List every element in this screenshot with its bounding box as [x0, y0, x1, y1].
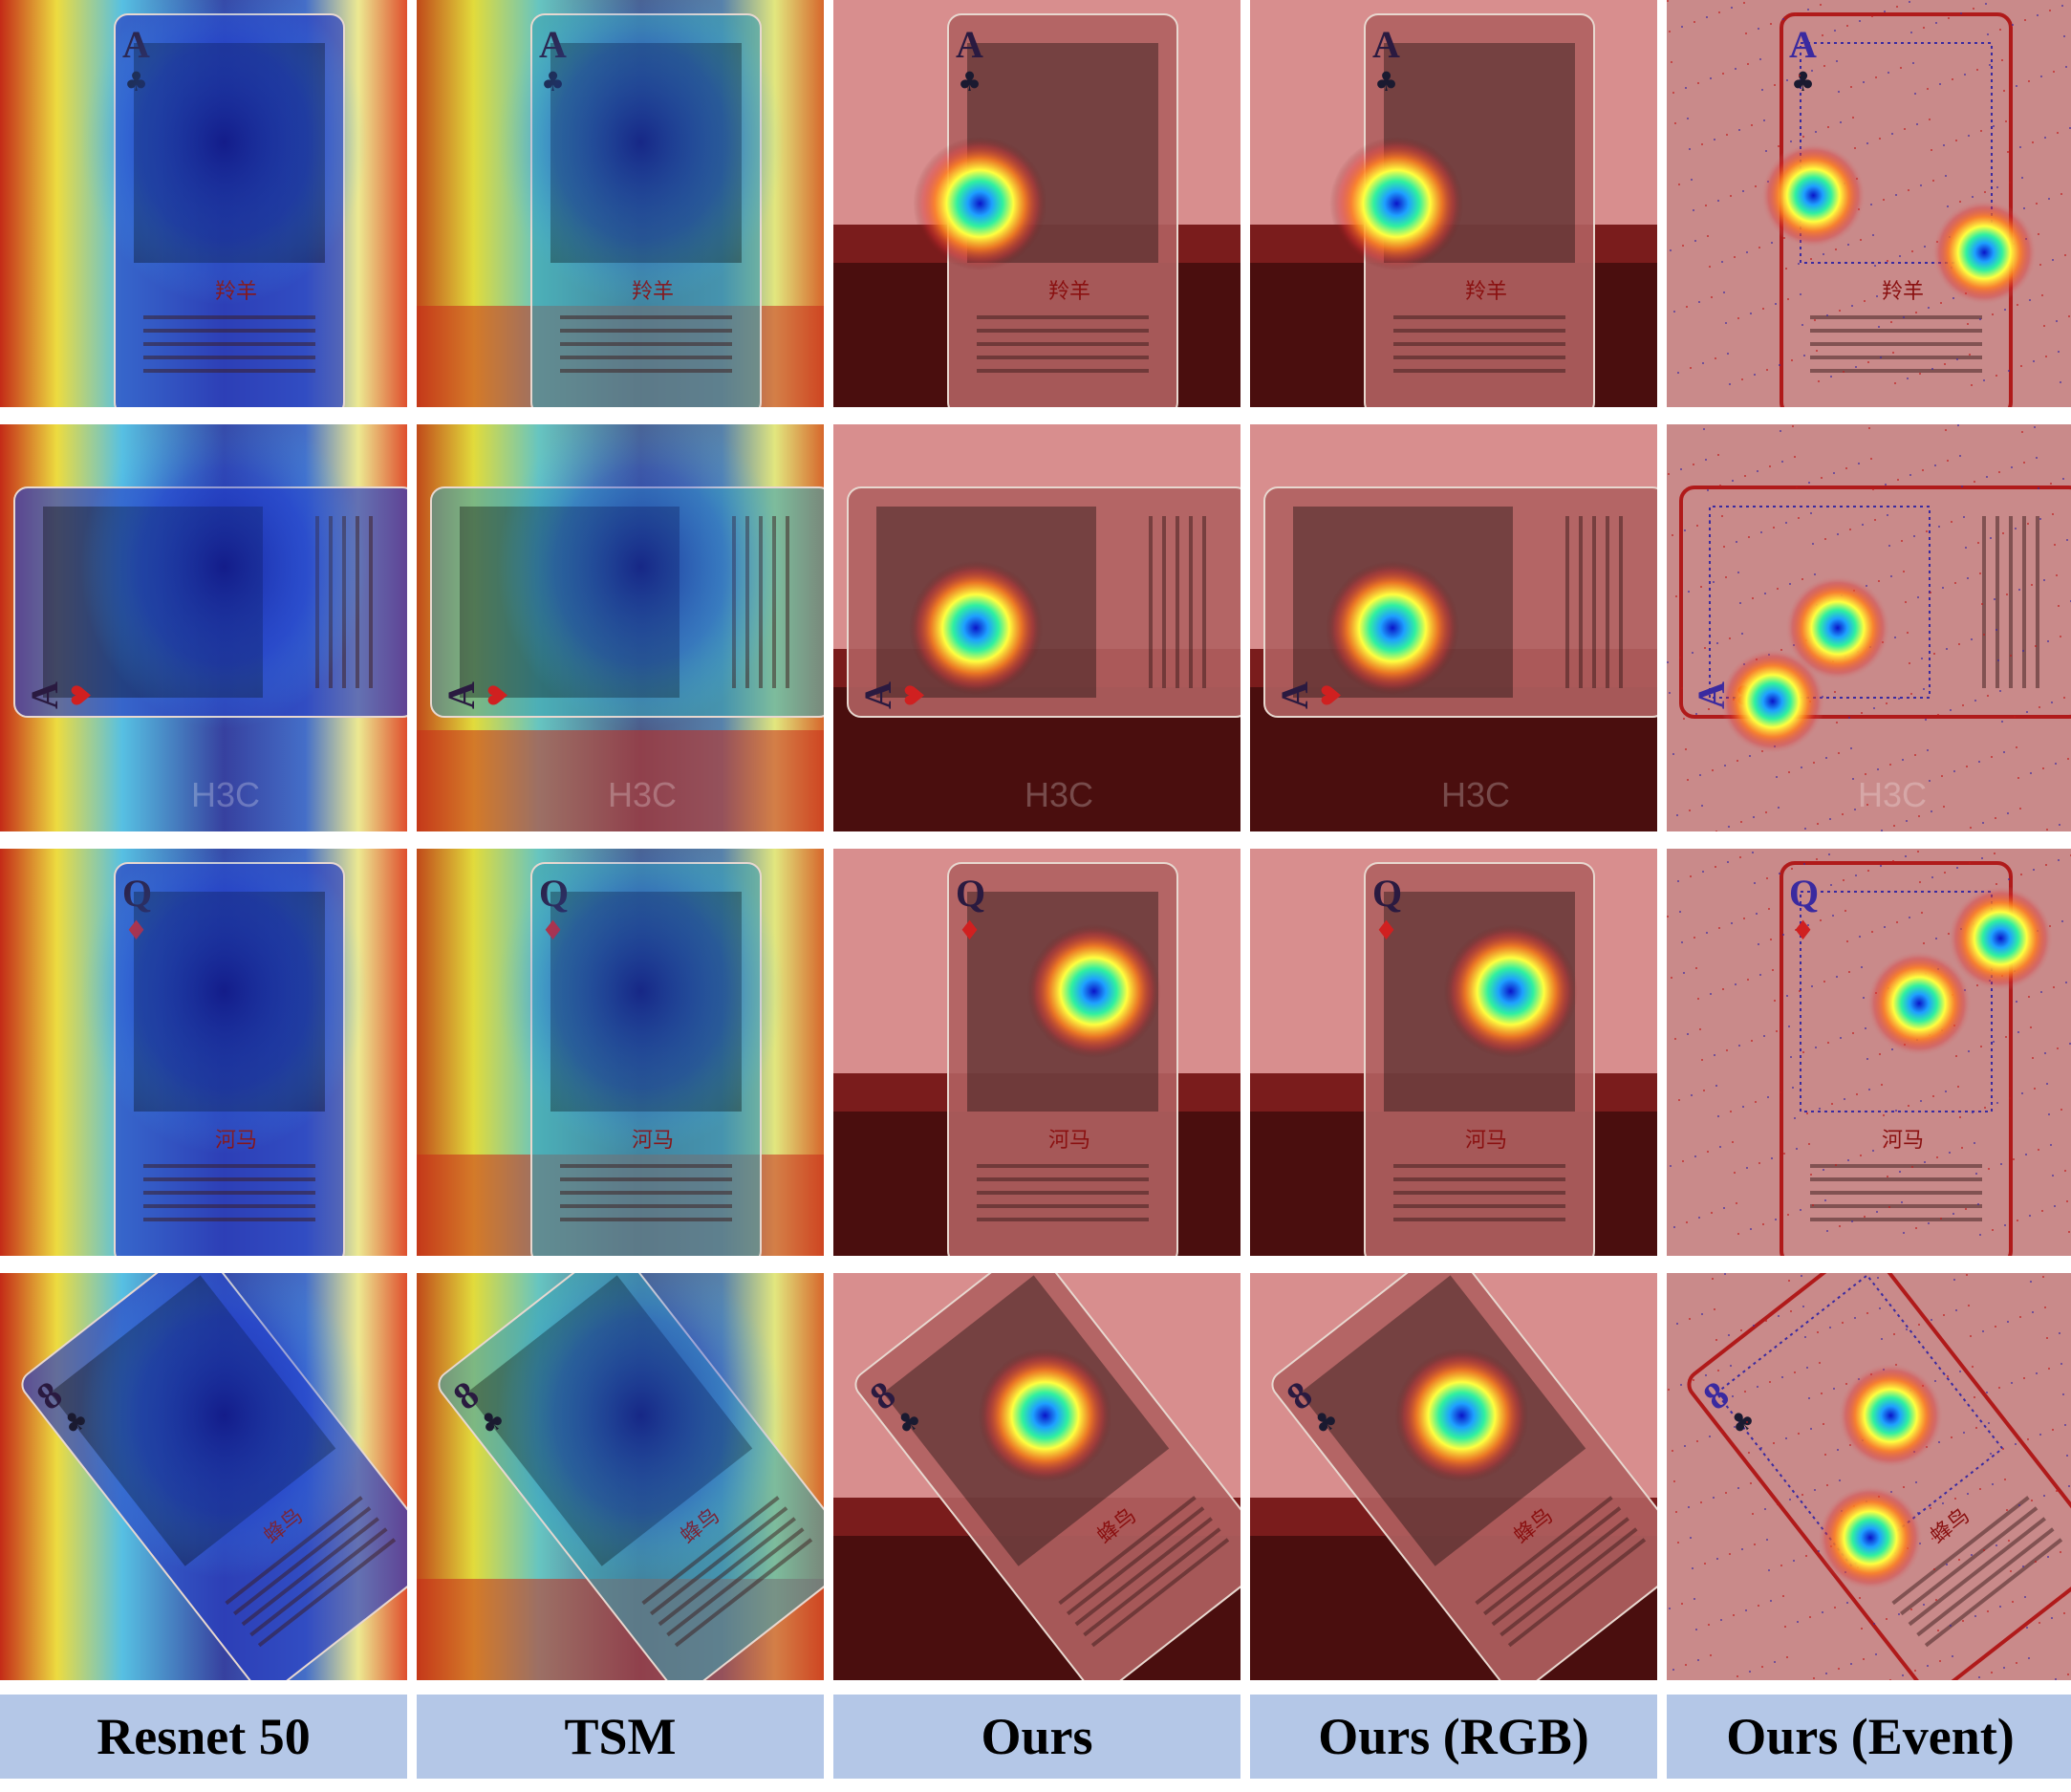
heatmap-cell: A♥ H3C — [417, 424, 824, 831]
column-label-ours-event: Ours (Event) — [1667, 1695, 2071, 1779]
heatmap-image: A♥H3C — [1667, 424, 2071, 831]
card-rank: A — [956, 23, 983, 66]
heatmap-cell: 8♣蜂鸟 — [0, 1273, 407, 1680]
heat-focus-blob — [1866, 950, 1973, 1056]
card-suit: ♥ — [1316, 683, 1348, 707]
heatmap-image: 8♣蜂鸟 — [1667, 1273, 2071, 1680]
card-rank: A — [440, 681, 483, 709]
card-rank: A — [1372, 23, 1400, 66]
heatmap-cell: Q♦河马 — [0, 849, 407, 1256]
column-label-tsm: TSM — [417, 1695, 824, 1779]
card-suit: ♦ — [1374, 915, 1398, 946]
heatmap-cell: A♥H3C — [1667, 424, 2071, 831]
card-suit: ♣ — [958, 66, 982, 97]
card-title: 羚羊 — [1048, 280, 1090, 304]
card-title: 羚羊 — [1882, 280, 1924, 304]
card-suit: ♦ — [958, 915, 982, 946]
heat-focus-blob — [1329, 137, 1464, 270]
brand-text: H3C — [1441, 775, 1510, 814]
heatmap-image: A♣羚羊 — [0, 0, 407, 407]
heatmap-cell: A♥ H3C — [1250, 424, 1657, 831]
heatmap-image: Q♦河马 — [0, 849, 407, 1256]
card-suit: ♥ — [899, 683, 931, 707]
heatmap-image: 8♣蜂鸟 — [833, 1273, 1240, 1680]
card-rank: Q — [956, 872, 985, 915]
heatmap-cell: 8♣蜂鸟 — [1250, 1273, 1657, 1680]
heatmap-image: Q♦ 河马 — [1250, 849, 1657, 1256]
card-rank: A — [1789, 23, 1817, 66]
card-suit: ♣ — [1791, 66, 1815, 97]
brand-text: H3C — [608, 775, 677, 814]
heatmap-cell: A♣羚羊 — [417, 0, 824, 407]
heatmap-cell: A♣ 羚羊 — [1250, 0, 1657, 407]
heatmap-cell: Q♦ 河马 — [1250, 849, 1657, 1256]
heat-focus-blob — [1026, 924, 1161, 1059]
heatmap-image: A♣ 羚羊 — [1667, 0, 2071, 407]
brand-text: H3C — [1858, 775, 1927, 814]
heat-focus-blob — [1443, 924, 1578, 1059]
card-suit: ♥ — [483, 683, 514, 707]
heat-focus-blob — [909, 561, 1044, 695]
heatmap-image: A♣ 羚羊 — [833, 0, 1240, 407]
column-label-ours-rgb: Ours (RGB) — [1250, 1695, 1657, 1779]
card-rank: Q — [1789, 872, 1819, 915]
heatmap-cell: A♥ H3C — [833, 424, 1240, 831]
heatmap-image: Q♦ 河马 — [833, 849, 1240, 1256]
heatmap-image: A♣ 羚羊 — [1250, 0, 1657, 407]
heat-focus-blob — [913, 137, 1047, 270]
heatmap-image: A♣羚羊 — [417, 0, 824, 407]
heatmap-image: 8♣蜂鸟 — [417, 1273, 824, 1680]
heatmap-cell: 8♣蜂鸟 — [833, 1273, 1240, 1680]
heatmap-cell: A♣ 羚羊 — [1667, 0, 2071, 407]
card-rank: A — [1273, 681, 1316, 709]
heat-focus-blob — [1838, 1363, 1944, 1469]
card-rank: A — [23, 681, 66, 709]
column-label-resnet50: Resnet 50 — [0, 1695, 407, 1779]
heatmap-cell: A♥ H3C — [0, 424, 407, 831]
column-label-ours: Ours — [833, 1695, 1240, 1779]
card-suit: ♥ — [66, 683, 97, 707]
brand-text: H3C — [191, 775, 260, 814]
heat-focus-blob — [1818, 1484, 1923, 1590]
heatmap-cell: Q♦ 河马 — [833, 849, 1240, 1256]
card-rank: Q — [1372, 872, 1402, 915]
heat-focus-blob — [1326, 561, 1460, 695]
heatmap-cell: Q♦ 河马 — [1667, 849, 2071, 1256]
heatmap-cell: 8♣蜂鸟 — [1667, 1273, 2071, 1680]
heat-focus-blob — [1394, 1349, 1529, 1483]
card-suit: ♣ — [1374, 66, 1398, 97]
heat-focus-blob — [1760, 142, 1866, 248]
heatmap-image: A♥ H3C — [833, 424, 1240, 831]
card-title: 河马 — [1882, 1129, 1924, 1153]
brand-text: H3C — [1025, 775, 1093, 814]
heatmap-cell: A♣ 羚羊 — [833, 0, 1240, 407]
heatmap-cell: Q♦河马 — [417, 849, 824, 1256]
heatmap-image: A♥ H3C — [417, 424, 824, 831]
card-suit: ♦ — [1791, 915, 1815, 946]
heatmap-image: Q♦河马 — [417, 849, 824, 1256]
heat-focus-blob — [1948, 885, 2054, 991]
card-title: 羚羊 — [1465, 280, 1507, 304]
heatmap-image: 8♣蜂鸟 — [0, 1273, 407, 1680]
heat-focus-blob — [1931, 200, 2038, 306]
heatmap-image: 8♣蜂鸟 — [1250, 1273, 1657, 1680]
heat-focus-blob — [978, 1349, 1112, 1483]
heatmap-cell: A♣羚羊 — [0, 0, 407, 407]
heatmap-image: Q♦ 河马 — [1667, 849, 2071, 1256]
heatmap-image: A♥ H3C — [1250, 424, 1657, 831]
card-title: 河马 — [1048, 1129, 1090, 1153]
card-rank: A — [856, 681, 899, 709]
card-title: 河马 — [1465, 1129, 1507, 1153]
heatmap-cell: 8♣蜂鸟 — [417, 1273, 824, 1680]
heat-focus-blob — [1784, 575, 1890, 680]
heat-focus-blob — [1719, 648, 1825, 754]
heatmap-image: A♥ H3C — [0, 424, 407, 831]
